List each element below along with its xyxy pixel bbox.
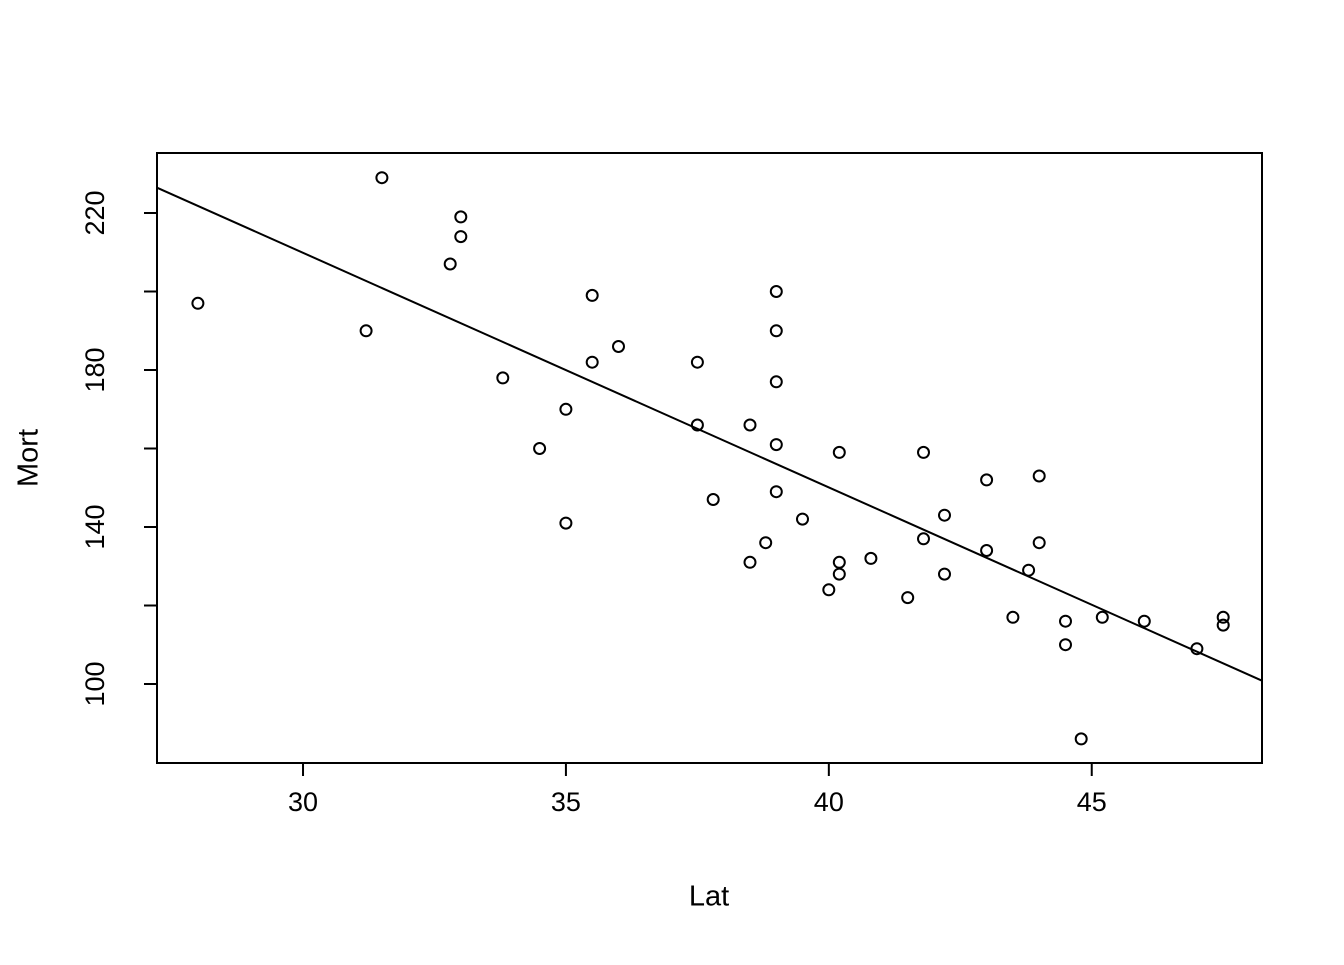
data-point	[1216, 618, 1230, 632]
data-point	[759, 536, 773, 550]
data-point	[1190, 642, 1204, 656]
data-point	[690, 355, 704, 369]
y-axis-ticks: 100 140 180 220	[80, 190, 157, 707]
data-point	[864, 551, 878, 565]
data-point	[375, 171, 389, 185]
data-point	[1137, 614, 1151, 628]
data-point	[1095, 610, 1109, 624]
y-tick-label: 140	[80, 504, 110, 549]
y-tick-label: 220	[80, 190, 110, 235]
data-point	[938, 567, 951, 581]
x-tick-label: 45	[1077, 787, 1107, 817]
data-point	[769, 285, 783, 298]
y-axis-title: Mort	[13, 429, 45, 487]
data-point	[769, 375, 783, 389]
data-point	[1059, 614, 1072, 628]
data-point	[917, 532, 930, 546]
data-point	[559, 516, 573, 530]
data-point	[706, 493, 720, 506]
plot-border	[156, 152, 1263, 764]
x-tick-label: 40	[814, 787, 844, 817]
data-point	[559, 402, 573, 416]
x-axis-title: Lat	[689, 881, 729, 913]
data-point	[496, 371, 510, 385]
data-point	[769, 438, 783, 452]
data-point	[1032, 469, 1046, 483]
data-point	[1022, 563, 1036, 577]
data-point	[454, 230, 468, 244]
x-axis-ticks: 30 35 40 45	[288, 763, 1107, 817]
data-point	[1032, 536, 1046, 550]
data-point	[832, 555, 846, 569]
data-point	[1216, 610, 1230, 624]
data-point	[832, 567, 846, 581]
data-point	[443, 257, 457, 271]
data-point	[832, 445, 846, 459]
data-point	[743, 555, 757, 569]
data-point	[917, 445, 930, 459]
data-points	[191, 171, 1230, 746]
data-point	[454, 210, 468, 224]
data-point	[1006, 610, 1020, 624]
data-point	[690, 418, 704, 432]
data-point	[533, 442, 547, 455]
data-point	[191, 296, 205, 310]
data-point	[359, 324, 373, 338]
data-point	[769, 485, 783, 499]
data-point	[769, 324, 783, 338]
y-tick-label: 100	[80, 661, 110, 706]
data-point	[901, 591, 915, 605]
data-point	[1074, 732, 1088, 746]
data-point	[938, 508, 951, 522]
x-tick-label: 30	[288, 787, 318, 817]
data-point	[980, 544, 994, 557]
regression-line	[156, 186, 1263, 682]
data-point	[743, 418, 757, 432]
data-point	[585, 355, 599, 369]
data-point	[612, 340, 625, 353]
data-point	[796, 512, 809, 526]
data-point	[1059, 638, 1072, 652]
x-tick-label: 35	[551, 787, 581, 817]
data-point	[822, 583, 836, 597]
y-tick-label: 180	[80, 347, 110, 392]
data-point	[980, 473, 994, 487]
data-point	[585, 288, 599, 302]
